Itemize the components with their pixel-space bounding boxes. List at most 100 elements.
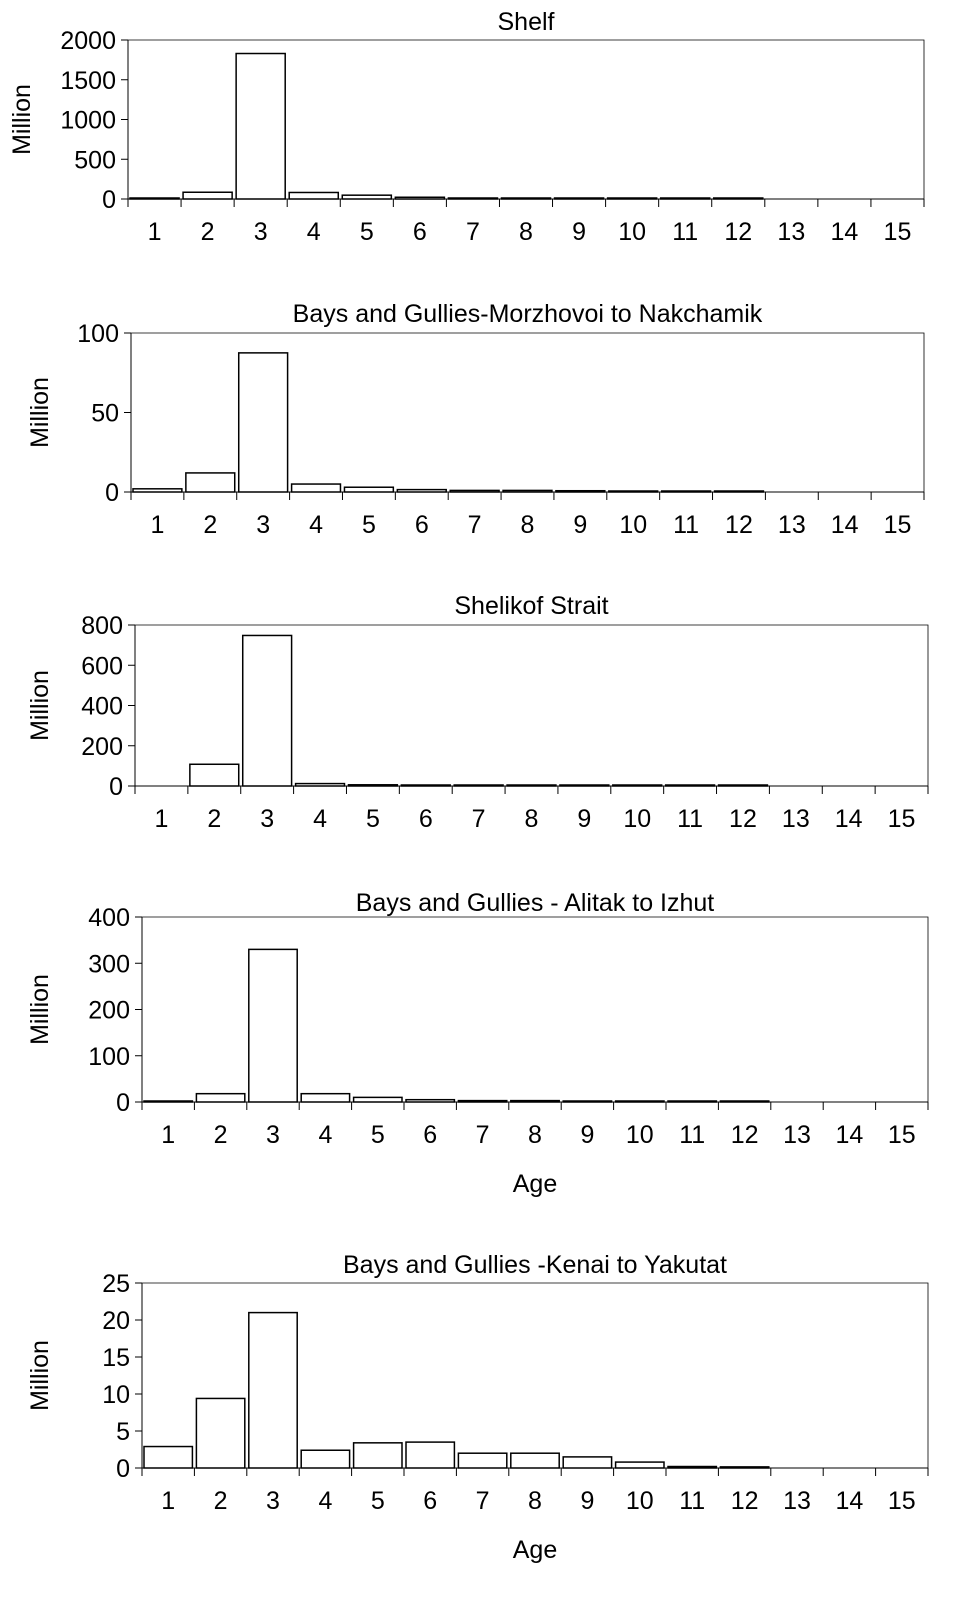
bar-age-8 — [500, 197, 552, 200]
y-tick-label: 10 — [102, 1381, 130, 1409]
bar-age-9 — [553, 197, 605, 200]
y-tick-label: 0 — [109, 773, 123, 801]
chart-title: Bays and Gullies-Morzhovoi to Nakchamik — [293, 300, 763, 328]
y-tick-label: 400 — [81, 693, 123, 721]
x-tick-label: 7 — [476, 1487, 490, 1515]
x-tick-label: 3 — [266, 1121, 280, 1149]
bar-age-3 — [241, 634, 293, 787]
y-tick-label: 600 — [81, 652, 123, 680]
bar-age-3 — [235, 52, 286, 200]
x-tick-label: 14 — [835, 1121, 863, 1149]
x-tick-label: 10 — [626, 1487, 654, 1515]
x-tick-label: 3 — [254, 218, 268, 246]
bar-age-5 — [341, 194, 393, 200]
bar-age-5 — [352, 1096, 403, 1103]
bar-age-6 — [405, 1441, 456, 1469]
x-tick-label: 9 — [577, 805, 591, 833]
bar-age-12 — [719, 1100, 770, 1103]
y-tick-label: 800 — [81, 612, 123, 640]
bar-age-12 — [719, 1466, 770, 1469]
y-axis-label: Million — [26, 1340, 54, 1411]
y-tick-label: 200 — [81, 733, 123, 761]
x-tick-label: 8 — [528, 1487, 542, 1515]
x-tick-label: 4 — [307, 218, 321, 246]
bar-age-3 — [248, 948, 298, 1103]
y-tick-label: 0 — [116, 1455, 130, 1483]
bar-age-5 — [347, 784, 399, 787]
bar-age-1 — [143, 1445, 194, 1469]
bar-age-5 — [343, 486, 395, 493]
bar-age-5 — [352, 1442, 403, 1469]
x-tick-label: 11 — [673, 511, 699, 539]
x-tick-label: 9 — [573, 511, 587, 539]
x-tick-label: 7 — [466, 218, 480, 246]
x-tick-label: 9 — [580, 1121, 594, 1149]
x-tick-label: 10 — [619, 511, 647, 539]
bar-age-12 — [713, 490, 765, 493]
x-tick-label: 3 — [256, 511, 270, 539]
bar-age-11 — [660, 490, 712, 493]
x-tick-label: 5 — [371, 1121, 385, 1149]
bar-age-7 — [457, 1452, 508, 1469]
chart-panel-5: Bays and Gullies -Kenai to Yakutat Millio… — [26, 1251, 929, 1564]
bar-age-4 — [290, 483, 342, 493]
bar-age-2 — [182, 191, 233, 200]
chart-title: Bays and Gullies - Alitak to Izhut — [356, 889, 715, 917]
x-tick-label: 1 — [148, 218, 162, 246]
bar-age-11 — [659, 197, 711, 200]
plot-frame — [131, 332, 925, 492]
bar-age-3 — [248, 1311, 298, 1469]
chart-panel-2: Bays and Gullies-Morzhovoi to Nakchamik M… — [26, 300, 925, 539]
x-tick-label: 7 — [472, 805, 486, 833]
x-tick-label: 11 — [672, 218, 698, 246]
x-tick-label: 15 — [884, 511, 912, 539]
chart-title: Shelikof Strait — [454, 592, 608, 620]
bar-age-8 — [510, 1099, 560, 1103]
x-tick-label: 15 — [888, 1121, 916, 1149]
bar-age-4 — [300, 1092, 351, 1103]
bar-age-2 — [195, 1397, 246, 1469]
x-tick-label: 14 — [831, 511, 859, 539]
x-tick-label: 7 — [476, 1121, 490, 1149]
x-tick-label: 12 — [724, 218, 752, 246]
bar-age-8 — [510, 1452, 560, 1469]
x-tick-label: 6 — [423, 1487, 437, 1515]
x-axis-label: Age — [513, 1536, 557, 1564]
x-tick-label: 9 — [580, 1487, 594, 1515]
y-tick-label: 5 — [116, 1418, 130, 1446]
y-tick-label: 500 — [74, 146, 116, 174]
x-tick-label: 5 — [366, 805, 380, 833]
chart-title: Shelf — [498, 8, 555, 36]
y-tick-label: 400 — [88, 904, 130, 932]
x-tick-label: 7 — [468, 511, 482, 539]
x-tick-label: 6 — [413, 218, 427, 246]
bar-age-2 — [189, 763, 240, 787]
x-tick-label: 8 — [525, 805, 539, 833]
bar-age-7 — [447, 197, 499, 200]
y-tick-label: 2000 — [60, 27, 116, 55]
x-tick-label: 10 — [618, 218, 646, 246]
x-tick-label: 9 — [572, 218, 586, 246]
y-axis-label: Million — [26, 377, 54, 448]
x-tick-label: 14 — [835, 805, 863, 833]
x-tick-label: 6 — [419, 805, 433, 833]
bar-age-6 — [396, 488, 447, 493]
y-tick-label: 100 — [88, 1043, 130, 1071]
x-tick-label: 6 — [415, 511, 429, 539]
x-tick-label: 1 — [150, 511, 164, 539]
x-tick-label: 5 — [360, 218, 374, 246]
bar-age-11 — [667, 1465, 718, 1469]
x-tick-label: 6 — [423, 1121, 437, 1149]
x-tick-label: 15 — [888, 1487, 916, 1515]
x-tick-label: 2 — [207, 805, 221, 833]
x-tick-label: 4 — [318, 1121, 332, 1149]
x-tick-label: 12 — [725, 511, 753, 539]
bar-age-7 — [457, 1099, 508, 1103]
x-tick-label: 12 — [731, 1487, 759, 1515]
x-tick-label: 14 — [835, 1487, 863, 1515]
x-tick-label: 12 — [729, 805, 757, 833]
x-tick-label: 13 — [782, 805, 810, 833]
bar-age-8 — [502, 489, 553, 493]
